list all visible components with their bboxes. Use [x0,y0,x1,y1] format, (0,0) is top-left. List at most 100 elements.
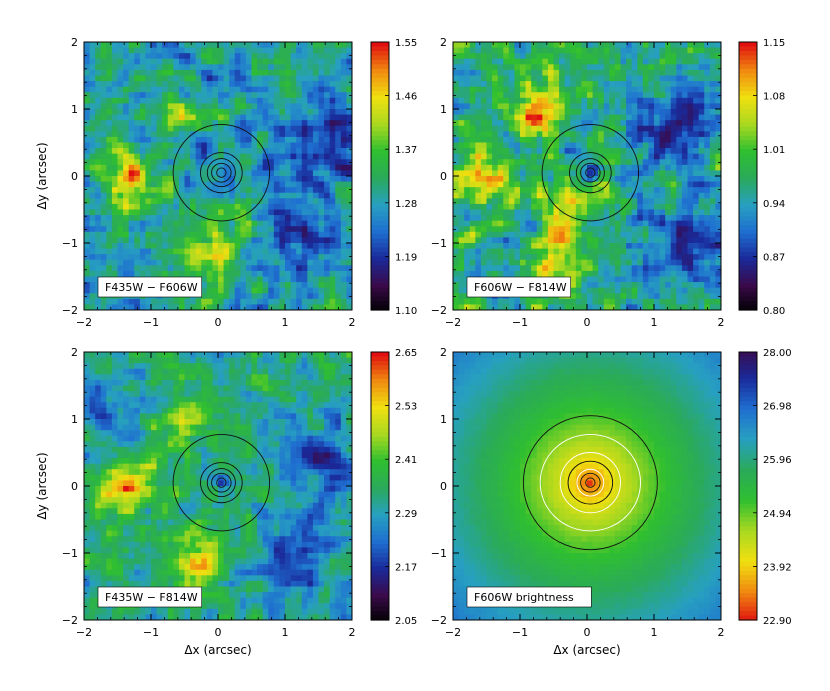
contour [522,415,658,551]
x-tick-label: 2 [349,316,356,329]
panel-label-text: F435W − F606W [105,281,198,294]
y-tick-label: 2 [71,36,78,49]
colorbar-tick-label: 26.98 [763,402,792,413]
colorbar-tick-label: 0.94 [763,199,785,210]
y-tick-label: 1 [71,413,78,426]
panel-label: F435W − F606W [97,276,202,298]
contour [568,152,612,194]
panel-label: F606W brightness [466,586,592,608]
colorbar: 1.15 1.08 1.01 0.94 0.87 0.80 [738,38,785,317]
y-tick-label: 0 [71,170,78,183]
colorbar-tick-label: 24.94 [763,509,792,520]
contour [211,162,232,183]
y-tick-label: −2 [62,304,78,317]
contour [206,468,236,498]
colorbar-tick-label: 1.15 [763,38,785,49]
contour [541,123,640,222]
x-tick-label: 1 [651,316,658,329]
colorbar-tick-label: 1.08 [763,92,785,103]
x-tick-label: −2 [445,626,461,639]
y-tick-label: 0 [440,480,447,493]
contour [575,158,605,188]
panel-bottom-left: −2 −1 0 1 2 −2 −1 0 1 2 Δy (arcsec) Δx (arcsec) F435… [35,346,417,657]
colorbar-tick-label: 1.10 [395,306,417,317]
x-tick-label: −2 [76,316,92,329]
colorbar-tick-label: 1.19 [395,252,417,263]
heatmap-image [84,352,352,620]
x-tick-label: 0 [215,626,222,639]
colorbar-tick-label: 28.00 [763,348,792,359]
colorbar-tick-label: 2.53 [395,402,417,413]
colorbar: 2.65 2.53 2.41 2.29 2.17 2.05 [370,348,417,627]
x-tick-label: 1 [282,626,289,639]
contour [580,472,601,493]
heatmap-image [84,42,352,310]
colorbar-tick-label: 0.80 [763,306,785,317]
y-tick-label: 1 [71,103,78,116]
contour [216,477,227,488]
colorbar: 28.00 26.98 25.96 24.94 23.92 22.90 [738,348,792,627]
contour [216,167,227,178]
x-tick-label: 2 [718,316,725,329]
x-tick-label: 0 [584,316,591,329]
y-tick-label: 0 [440,170,447,183]
x-tick-label: 0 [584,626,591,639]
x-axis-label: Δx (arcsec) [553,643,620,657]
x-axis-label: Δx (arcsec) [184,643,251,657]
y-tick-label: −2 [62,614,78,627]
colorbar-tick-label: 2.17 [395,562,417,573]
contour [585,167,596,178]
contour [567,460,614,505]
colorbar-tick-label: 0.87 [763,252,785,263]
x-tick-label: 2 [349,626,356,639]
x-tick-label: −1 [143,626,159,639]
panel-label-text: F435W − F814W [105,591,198,604]
x-tick-label: 2 [718,626,725,639]
y-tick-label: −2 [431,304,447,317]
contour [559,452,621,514]
y-tick-label: 1 [440,413,447,426]
x-tick-label: −2 [445,316,461,329]
panel-label: F606W − F814W [466,276,571,298]
colorbar-tick-label: 1.37 [395,145,417,156]
contour [576,468,605,497]
colorbar-tick-label: 2.41 [395,455,417,466]
contour [580,162,601,183]
contour [172,433,271,532]
y-axis-label: Δy (arcsec) [35,142,49,209]
x-tick-label: −1 [512,626,528,639]
x-tick-label: −1 [512,316,528,329]
y-tick-label: 0 [71,480,78,493]
y-tick-label: −1 [62,547,78,560]
colorbar-tick-label: 2.65 [395,348,417,359]
colorbar-tick-label: 1.01 [763,145,785,156]
colorbar-tick-label: 1.28 [395,199,417,210]
contour [199,152,243,194]
x-tick-label: −2 [76,626,92,639]
y-tick-label: 2 [440,36,447,49]
contour [172,123,271,222]
heatmap-image [453,352,721,620]
y-tick-label: 1 [440,103,447,116]
panel-top-right: −2 −1 0 1 2 −2 −1 0 1 2 F606W − F814W 1.15 1.08 1.01 0… [431,36,785,329]
panel-top-left: −2 −1 0 1 2 −2 −1 0 1 2 Δy (arcsec) F435W − F606W 1.… [35,36,417,329]
x-tick-label: 1 [282,316,289,329]
x-tick-label: 1 [651,626,658,639]
contour [199,462,243,504]
y-tick-label: −1 [431,237,447,250]
panel-label-text: F606W − F814W [474,281,567,294]
x-tick-label: 0 [215,316,222,329]
x-tick-label: −1 [143,316,159,329]
y-tick-label: 2 [71,346,78,359]
contour [206,158,236,188]
colorbar-tick-label: 23.92 [763,562,792,573]
contour [539,433,641,532]
panel-bottom-right: −2 −1 0 1 2 −2 −1 0 1 2 Δx (arcsec) F606W brightnes… [431,346,792,657]
contour [211,472,232,493]
y-tick-label: 2 [440,346,447,359]
colorbar-tick-label: 25.96 [763,455,792,466]
colorbar-tick-label: 22.90 [763,616,792,627]
y-tick-label: −1 [431,547,447,560]
panel-label: F435W − F814W [97,586,202,608]
